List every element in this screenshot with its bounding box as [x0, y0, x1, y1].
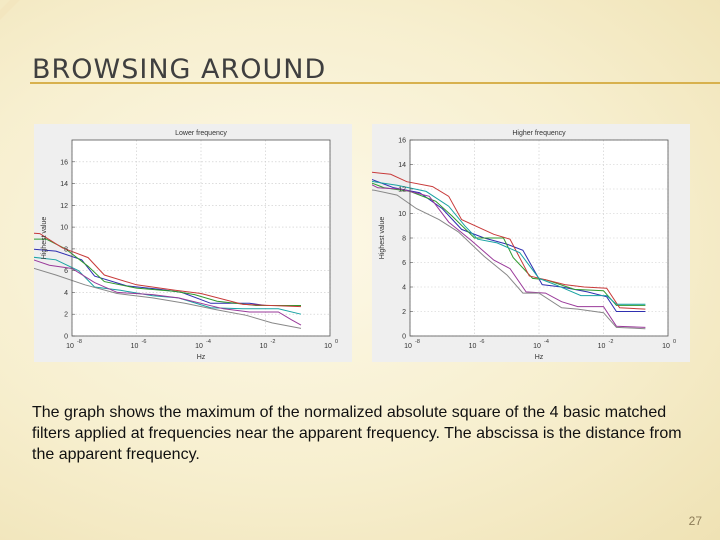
y-tick-label: 10	[60, 225, 68, 232]
x-tick-label: 10	[324, 343, 332, 350]
y-tick-label: 16	[60, 159, 68, 166]
x-tick-label: 10	[260, 343, 268, 350]
x-tick-label: 10	[662, 343, 670, 350]
y-tick-label: 14	[398, 162, 406, 169]
lower-frequency-chart: 0 2 4 6 8 10 12 14 16 10 -8 10 -6 10 -4 10 -2 10 0 Lower fr…	[34, 124, 352, 362]
x-tick-label: 10	[404, 343, 412, 350]
corner-ornament	[0, 0, 20, 20]
y-tick-label: 2	[64, 312, 68, 319]
x-tick-label: 10	[131, 343, 139, 350]
series-line-6	[372, 189, 646, 330]
series-line-3	[372, 171, 646, 310]
y-tick-label: 0	[402, 334, 406, 341]
x-tick-exponent: -2	[271, 339, 276, 345]
x-tick-exponent: -8	[77, 339, 82, 345]
series-line-5	[372, 184, 646, 328]
y-tick-label: 6	[64, 268, 68, 275]
higher-frequency-chart: 0 2 4 6 8 10 12 14 16 10 -8 10 -6 10 -4 10 -2 10 0 Higher f…	[372, 124, 690, 362]
series-line-2	[34, 238, 301, 306]
x-axis-label: Hz	[197, 354, 206, 361]
y-tick-label: 14	[60, 181, 68, 188]
y-tick-label: 2	[402, 309, 406, 316]
y-tick-label: 4	[64, 290, 68, 297]
y-tick-label: 6	[402, 260, 406, 267]
y-axis-label: Highest value	[379, 217, 386, 260]
slide-number: 27	[688, 514, 702, 528]
x-tick-exponent: -6	[142, 339, 147, 345]
series-line-4	[372, 180, 646, 305]
series-line-3	[34, 232, 302, 308]
axes-frame	[71, 139, 331, 337]
x-tick-exponent: 0	[673, 339, 676, 345]
x-tick-exponent: -4	[206, 339, 211, 345]
slide-title: BROWSING AROUND	[32, 54, 327, 85]
x-tick-exponent: -2	[609, 339, 614, 345]
y-tick-label: 8	[402, 236, 406, 243]
x-tick-label: 10	[66, 343, 74, 350]
y-axis-label: Highest value	[41, 217, 48, 260]
y-tick-label: 16	[398, 138, 406, 145]
x-tick-exponent: 0	[335, 339, 338, 345]
x-tick-label: 10	[195, 343, 203, 350]
x-tick-label: 10	[598, 343, 606, 350]
x-tick-exponent: -8	[415, 339, 420, 345]
y-tick-label: 4	[402, 285, 406, 292]
series-line-2	[372, 182, 646, 306]
series-line-5	[34, 259, 302, 326]
series-line-6	[34, 267, 302, 329]
slide-body-text: The graph shows the maximum of the norma…	[32, 404, 682, 463]
title-underline	[30, 82, 720, 84]
chart-title: Lower frequency	[175, 130, 227, 137]
x-tick-exponent: -4	[544, 339, 549, 345]
x-axis-label: Hz	[535, 354, 544, 361]
y-tick-label: 10	[398, 211, 406, 218]
chart-title: Higher frequency	[512, 130, 566, 137]
y-tick-label: 8	[64, 246, 68, 253]
y-tick-label: 12	[60, 203, 68, 210]
y-tick-label: 12	[398, 187, 406, 194]
x-tick-label: 10	[469, 343, 477, 350]
x-tick-label: 10	[533, 343, 541, 350]
series-line-1	[34, 248, 301, 306]
y-tick-label: 0	[64, 334, 68, 341]
x-tick-exponent: -6	[480, 339, 485, 345]
